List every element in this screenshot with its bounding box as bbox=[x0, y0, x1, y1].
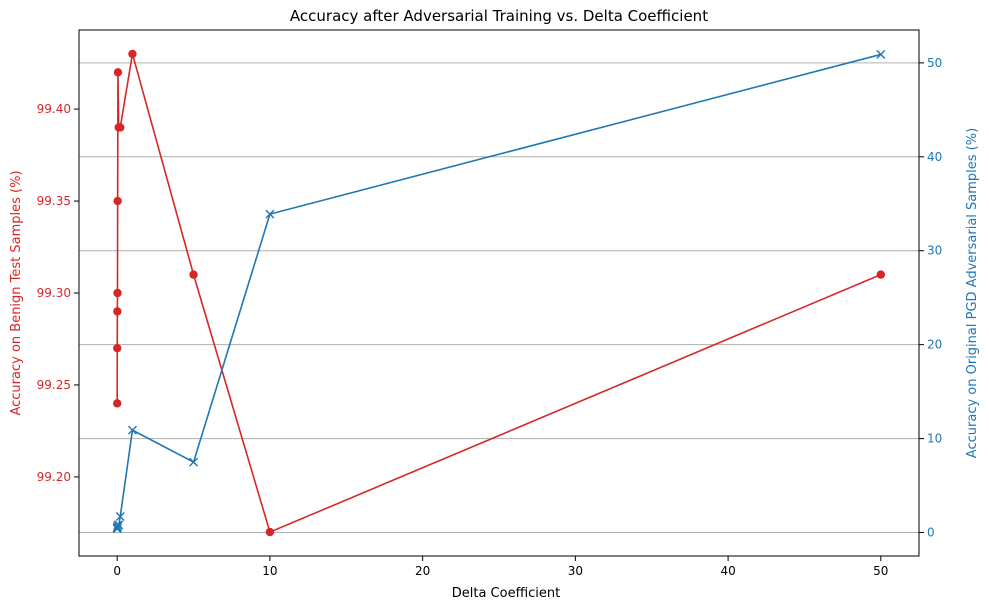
data-point-left bbox=[265, 527, 275, 537]
grid-lines bbox=[79, 62, 919, 534]
data-point-right bbox=[876, 49, 886, 59]
y-right-tick-label: 30 bbox=[927, 244, 942, 258]
series-line-right bbox=[116, 53, 882, 529]
y-axis-left-label: Accuracy on Benign Test Samples (%) bbox=[9, 170, 24, 415]
y-left-tick-label: 99.20 bbox=[37, 470, 71, 484]
data-point-left bbox=[116, 123, 125, 132]
data-point-right bbox=[265, 209, 275, 219]
x-tick-label: 0 bbox=[113, 564, 121, 578]
data-point-right bbox=[114, 520, 124, 530]
y-left-tick-label: 99.35 bbox=[37, 194, 71, 208]
y-left-tick-label: 99.25 bbox=[37, 378, 71, 392]
series-line-left bbox=[116, 53, 882, 534]
x-tick-label: 20 bbox=[415, 564, 430, 578]
series-layer bbox=[112, 49, 886, 537]
data-point-left bbox=[113, 196, 122, 206]
data-point-left bbox=[113, 307, 122, 316]
y-left-tick-label: 99.30 bbox=[37, 286, 71, 300]
y-axis-right: 0 10 20 30 40 50 bbox=[919, 56, 942, 540]
data-point-right bbox=[127, 425, 137, 435]
plot-frame bbox=[78, 29, 920, 557]
y-right-tick-label: 10 bbox=[927, 432, 942, 446]
y-right-tick-label: 0 bbox=[927, 526, 935, 540]
chart-title: Accuracy after Adversarial Training vs. … bbox=[290, 7, 708, 25]
data-point-left bbox=[189, 270, 198, 279]
data-point-left bbox=[876, 270, 886, 279]
y-right-tick-label: 20 bbox=[927, 338, 942, 352]
x-tick-label: 30 bbox=[568, 564, 583, 578]
x-tick-label: 50 bbox=[873, 564, 888, 578]
y-axis-right-label: Accuracy on Original PGD Adversarial Sam… bbox=[965, 128, 980, 458]
y-axis-left: 99.20 99.25 99.30 99.35 99.40 bbox=[37, 102, 79, 484]
data-point-left bbox=[113, 68, 123, 77]
y-left-tick-label: 99.40 bbox=[37, 102, 71, 116]
data-point-left bbox=[113, 288, 122, 298]
x-tick-label: 10 bbox=[262, 564, 277, 578]
data-point-left bbox=[113, 343, 122, 353]
y-right-tick-label: 50 bbox=[927, 56, 942, 70]
x-tick-label: 40 bbox=[720, 564, 735, 578]
data-point-right bbox=[189, 457, 199, 467]
data-point-left bbox=[112, 399, 122, 408]
x-axis: 0 10 20 30 40 50 bbox=[113, 556, 888, 578]
x-axis-label: Delta Coefficient bbox=[452, 586, 561, 601]
data-point-right bbox=[115, 512, 125, 522]
y-right-tick-label: 40 bbox=[927, 150, 942, 164]
data-point-left bbox=[128, 49, 137, 59]
